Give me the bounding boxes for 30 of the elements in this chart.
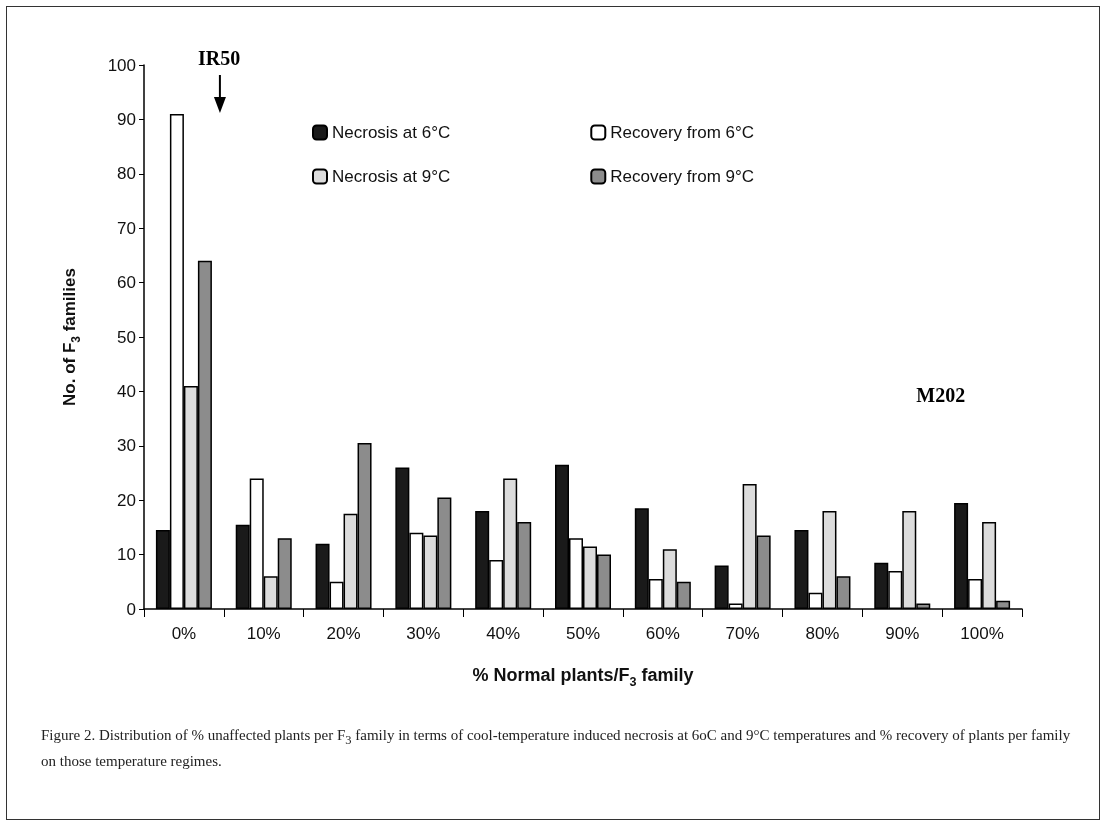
y-axis-title: No. of F3 families xyxy=(59,268,83,406)
x-tick-label: 80% xyxy=(805,624,840,643)
y-tick-label: 0 xyxy=(126,599,136,619)
x-tick-label: 70% xyxy=(725,624,760,643)
text: Figure 2. Distribution of % unaffected plants per F$_{3}$ family in terms of cool-temperature induced necrosis at 6oC and 9°C temperatures and % recovery of plants per family on those temperature regimes. xyxy=(41,727,1071,769)
legend-label: Recovery from 6°C xyxy=(610,123,755,142)
y-tick-label: 20 xyxy=(117,490,136,510)
y-tick-label: 60 xyxy=(117,273,136,293)
x-tick-label: 100% xyxy=(960,624,1004,643)
legend-label: Recovery from 9°C xyxy=(610,167,755,186)
x-tick-label: 30% xyxy=(406,624,441,643)
y-tick-label: 100 xyxy=(107,55,136,75)
y-tick-label: 10 xyxy=(117,545,136,565)
y-tick-label: 70 xyxy=(117,218,136,238)
annotation: IR50 xyxy=(197,47,241,69)
x-tick-label: 20% xyxy=(326,624,361,643)
y-tick-label: 50 xyxy=(117,327,136,347)
x-tick-label: 50% xyxy=(565,624,601,643)
annotation: M202 xyxy=(916,384,966,407)
legend-label: Necrosis at 6°C xyxy=(332,123,451,142)
legend-label: Necrosis at 9°C xyxy=(332,167,451,186)
x-tick-label: 60% xyxy=(645,624,680,643)
x-tick-label: 40% xyxy=(486,624,521,643)
y-tick-label: 40 xyxy=(117,381,136,401)
x-tick-label: 0% xyxy=(171,624,197,643)
x-tick-label: 90% xyxy=(885,624,920,643)
y-tick-label: 80 xyxy=(117,164,136,184)
y-tick-label: 30 xyxy=(117,436,136,456)
y-tick-label: 90 xyxy=(117,109,136,129)
x-tick-label: 10% xyxy=(246,624,281,643)
